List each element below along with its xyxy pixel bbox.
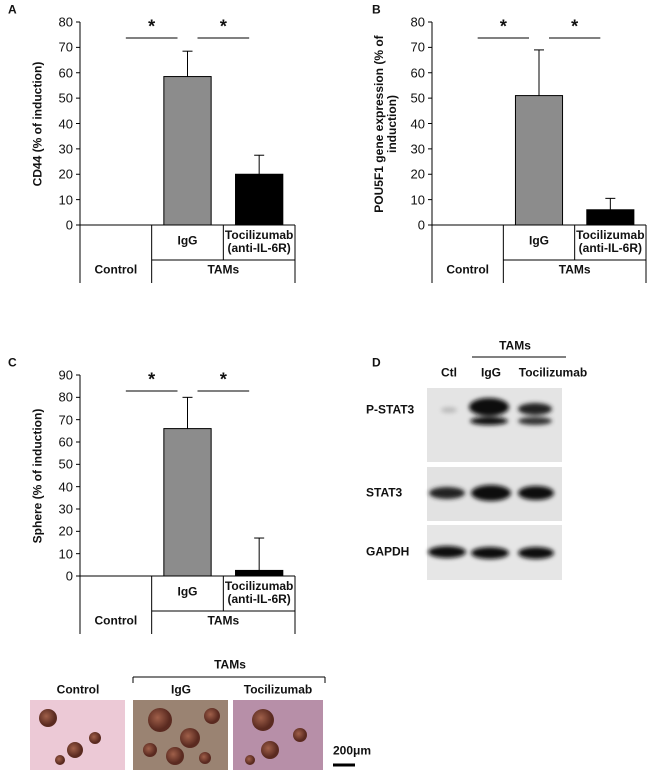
row-label: P-STAT3 <box>366 402 415 417</box>
y-tick-label: 80 <box>58 14 73 30</box>
significance-label: * <box>499 16 507 37</box>
bar <box>235 173 284 226</box>
y-tick-label: 70 <box>58 412 73 428</box>
y-tick-label: 10 <box>410 192 425 208</box>
group-label: TAMs <box>499 338 531 353</box>
category-label: Control <box>446 262 489 277</box>
y-tick-label: 70 <box>58 39 73 55</box>
y-tick-label: 50 <box>410 90 425 106</box>
y-tick-label: 0 <box>417 217 425 233</box>
group-label: TAMs <box>207 262 240 277</box>
y-tick-label: 50 <box>58 90 73 106</box>
significance-label: * <box>148 369 156 390</box>
significance-label: * <box>219 16 227 37</box>
significance-label: * <box>571 16 579 37</box>
category-label: IgG <box>529 233 549 248</box>
blot-bands <box>428 398 554 559</box>
y-tick-label: 90 <box>58 367 73 383</box>
y-tick-label: 80 <box>410 14 425 30</box>
y-tick-label: 20 <box>58 166 73 182</box>
category-label: IgG <box>177 233 198 248</box>
group-label: TAMs <box>214 657 246 672</box>
spheres <box>39 708 307 765</box>
group-label: TAMs <box>207 613 240 628</box>
y-axis-label: POU5F1 gene expression (% of induction) <box>372 34 399 213</box>
category-label: Control <box>94 262 138 277</box>
category-label: Tocilizumab (anti-IL-6R) <box>224 228 294 255</box>
panel-label: B <box>372 2 381 17</box>
category-label: Tocilizumab (anti-IL-6R) <box>576 228 645 255</box>
panel-label: A <box>8 2 17 17</box>
category-label: IgG <box>177 584 198 599</box>
y-axis-label: CD44 (% of induction) <box>30 61 45 186</box>
scale-bar-label: 200μm <box>333 743 372 758</box>
category-label: Control <box>94 613 138 628</box>
category-label: Tocilizumab (anti-IL-6R) <box>224 579 294 606</box>
y-tick-label: 0 <box>65 568 73 584</box>
photo-label: IgG <box>171 682 191 697</box>
y-tick-label: 30 <box>58 501 73 517</box>
y-tick-label: 30 <box>58 141 73 157</box>
group-label: TAMs <box>558 262 591 277</box>
panel-label: D <box>372 355 381 370</box>
y-tick-label: 60 <box>410 65 425 81</box>
lane-label: Tocilizumab <box>518 365 588 380</box>
photo-label: Control <box>56 682 100 697</box>
y-tick-label: 80 <box>58 389 73 405</box>
y-tick-label: 0 <box>65 217 73 233</box>
y-axis-label: Sphere (% of induction) <box>30 408 45 543</box>
y-tick-label: 40 <box>58 479 73 495</box>
bar <box>163 428 212 577</box>
y-tick-label: 40 <box>58 116 73 131</box>
y-tick-label: 10 <box>58 192 73 208</box>
lane-label: Ctl <box>441 365 457 380</box>
y-tick-label: 50 <box>58 456 73 472</box>
y-tick-label: 10 <box>58 546 73 562</box>
row-label: STAT3 <box>366 485 403 500</box>
row-label: GAPDH <box>366 544 410 559</box>
bar <box>514 95 564 226</box>
bar <box>163 76 212 226</box>
y-tick-label: 20 <box>410 166 425 182</box>
photo-label: Tocilizumab <box>243 682 313 697</box>
y-tick-label: 40 <box>410 116 425 131</box>
y-tick-label: 20 <box>58 523 73 539</box>
significance-label: * <box>219 369 227 390</box>
significance-label: * <box>148 16 156 37</box>
lane-label: IgG <box>481 365 501 380</box>
panel-label: C <box>8 355 17 370</box>
bar <box>586 209 635 226</box>
y-tick-label: 30 <box>410 141 425 157</box>
y-tick-label: 60 <box>58 65 73 81</box>
y-tick-label: 60 <box>58 434 73 450</box>
y-tick-label: 70 <box>410 39 425 55</box>
bar <box>235 569 284 577</box>
